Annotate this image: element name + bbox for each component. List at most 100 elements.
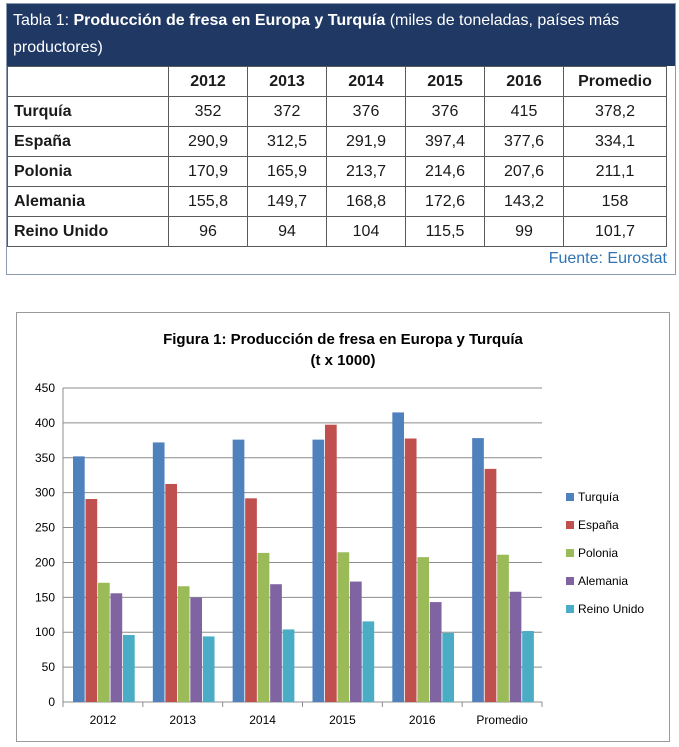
bar [245, 498, 257, 702]
caption-units: (miles de toneladas, países más producto… [13, 12, 620, 56]
column-header: 2014 [326, 66, 406, 97]
bar [123, 635, 135, 702]
table-row: España 290,9 312,5 291,9 397,4 377,6 334… [7, 126, 667, 157]
chart-subtitle: (t x 1000) [310, 352, 375, 369]
x-tick-label: 2013 [169, 713, 196, 727]
table-cell: 290,9 [168, 126, 248, 157]
table-cell: 172,6 [405, 186, 485, 217]
bar [350, 581, 362, 702]
bar [484, 468, 497, 702]
table-row: Alemania 155,8 149,7 168,8 172,6 143,2 1… [7, 186, 667, 217]
bar [270, 584, 282, 702]
legend-swatch [566, 577, 574, 585]
y-tick-label: 100 [35, 625, 55, 639]
bar [190, 597, 203, 702]
table-cell: 291,9 [326, 126, 406, 157]
chart-title: Figura 1: Producción de fresa en Europa … [163, 331, 523, 348]
legend-label: España [578, 518, 619, 532]
row-label: España [7, 126, 169, 157]
bar [497, 554, 509, 702]
table-cell: 214,6 [405, 156, 485, 187]
y-tick-label: 50 [42, 660, 56, 674]
table-cell: 168,8 [326, 186, 406, 217]
table-cell: 155,8 [168, 186, 248, 217]
table-cell: 96 [168, 216, 248, 247]
table-cell: 101,7 [563, 216, 667, 247]
table-cell: 312,5 [247, 126, 327, 157]
bars [73, 412, 534, 702]
table-cell: 352 [168, 96, 248, 127]
column-header [7, 66, 169, 97]
table-header-row: 2012 2013 2014 2015 2016 Promedio [7, 66, 667, 97]
row-label: Reino Unido [7, 216, 169, 247]
table-cell: 213,7 [326, 156, 406, 187]
y-tick-label: 450 [35, 381, 55, 395]
column-header: 2013 [247, 66, 327, 97]
bar [165, 483, 178, 702]
caption-title: Producción de fresa en Europa y Turquía [73, 12, 386, 29]
table-cell: 334,1 [563, 126, 667, 157]
y-tick-label: 350 [35, 451, 55, 465]
bar [257, 552, 270, 702]
table-cell: 99 [484, 216, 564, 247]
row-label: Alemania [7, 186, 169, 217]
row-label: Polonia [7, 156, 169, 187]
bar [177, 586, 190, 702]
bar [404, 438, 417, 702]
column-header: 2015 [405, 66, 485, 97]
bar [472, 438, 484, 702]
legend-label: Reino Unido [578, 602, 644, 616]
bar [392, 412, 405, 702]
table-cell: 149,7 [247, 186, 327, 217]
table-cell: 397,4 [405, 126, 485, 157]
table-cell: 207,6 [484, 156, 564, 187]
bar [73, 456, 85, 702]
column-header: 2016 [484, 66, 564, 97]
bar [509, 591, 522, 702]
table-cell: 376 [326, 96, 406, 127]
caption-prefix: Tabla 1: [13, 12, 74, 29]
legend-label: Turquía [578, 490, 619, 504]
table-cell: 415 [484, 96, 564, 127]
y-tick-label: 300 [35, 486, 55, 500]
x-tick-label: 2015 [329, 713, 356, 727]
table-row: Reino Unido 96 94 104 115,5 99 101,7 [7, 216, 667, 247]
legend-label: Polonia [578, 546, 618, 560]
legend-label: Alemania [578, 574, 628, 588]
bar [152, 442, 165, 702]
table-cell: 376 [405, 96, 485, 127]
table-cell: 170,9 [168, 156, 248, 187]
bar [417, 557, 430, 702]
x-tick-label: 2012 [90, 713, 117, 727]
column-header: 2012 [168, 66, 248, 97]
bar [202, 636, 215, 702]
bar [325, 424, 337, 702]
y-tick-label: 400 [35, 416, 55, 430]
table-cell: 143,2 [484, 186, 564, 217]
source-note: Fuente: Eurostat [548, 250, 667, 267]
table-cell: 211,1 [563, 156, 667, 187]
bar [362, 621, 375, 702]
bar-chart: Figura 1: Producción de fresa en Europa … [35, 331, 644, 727]
bar [312, 439, 325, 702]
gridlines [63, 387, 542, 668]
x-tick-label: Promedio [476, 713, 528, 727]
table-cell: 372 [247, 96, 327, 127]
bar [429, 602, 442, 702]
table-cell: 94 [247, 216, 327, 247]
legend-swatch [566, 493, 574, 501]
table-cell: 378,2 [563, 96, 667, 127]
bar [98, 582, 110, 702]
production-table: 2012 2013 2014 2015 2016 Promedio Turquí… [7, 66, 667, 247]
bar [442, 632, 455, 702]
x-tick-label: 2014 [249, 713, 276, 727]
y-tick-label: 0 [48, 695, 55, 709]
table-cell: 115,5 [405, 216, 485, 247]
table-row: Polonia 170,9 165,9 213,7 214,6 207,6 21… [7, 156, 667, 187]
tick-labels: 0 50 100 150 200 250 300 350 400 450 2012 2013 2014 2… [35, 381, 528, 727]
column-header: Promedio [563, 66, 667, 97]
legend-swatch [566, 605, 574, 613]
table-cell: 158 [563, 186, 667, 217]
bar [522, 631, 534, 702]
y-tick-label: 150 [35, 590, 55, 604]
